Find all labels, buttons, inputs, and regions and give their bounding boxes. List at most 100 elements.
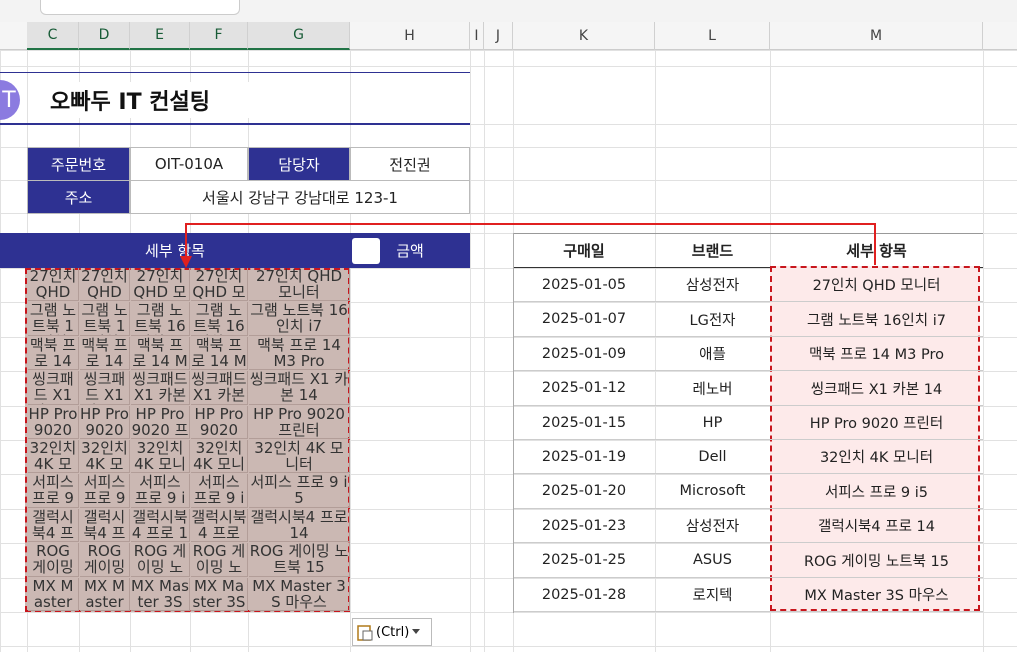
grid-line	[0, 612, 1017, 613]
column-header[interactable]: K	[513, 22, 655, 50]
pasted-cell: 맥북 프로 14 M3 Pro	[249, 337, 350, 370]
grid-line	[0, 371, 1017, 372]
ai-icon[interactable]	[352, 238, 380, 264]
grid-line	[0, 474, 1017, 475]
column-header[interactable]: H	[350, 22, 470, 50]
table-cell: 맥북 프로 14 M3 Pro	[770, 337, 983, 371]
label-cell: 주문번호	[27, 147, 130, 181]
label-cell: 담당자	[248, 147, 350, 181]
table-cell: 2025-01-25	[513, 543, 655, 578]
pasted-cell: 32인치 4K 모니터	[28, 440, 79, 473]
table-cell: 27인치 QHD 모니터	[770, 268, 983, 302]
grid-line	[0, 147, 1017, 148]
table-header: 구매일	[513, 233, 655, 268]
grid-line	[0, 50, 1, 652]
pasted-cell: 씽크패드 X1 카본 14	[249, 371, 350, 405]
table-cell: 32인치 4K 모니터	[770, 440, 983, 474]
column-header[interactable]: F	[190, 22, 248, 50]
pasted-cell: ROG 게이밍 노트북 15	[80, 543, 130, 577]
pasted-cell: 그램 노트북 16인치 i7	[249, 302, 350, 336]
pasted-cell: ROG 게이밍 노트북 15	[131, 543, 190, 577]
grid-line	[0, 66, 1017, 67]
pasted-cell: 서피스 프로 9 i5	[28, 474, 79, 508]
pasted-cell: 27인치 QHD 모니터	[28, 268, 79, 301]
tab-bar	[0, 0, 1017, 22]
table-cell: 2025-01-28	[513, 578, 655, 612]
table-cell: 2025-01-12	[513, 371, 655, 406]
grid-line	[0, 180, 1017, 181]
grid-line	[0, 124, 1017, 125]
title: 오빠두 IT 컨설팅	[50, 82, 350, 118]
table-cell: MX Master 3S 마우스	[770, 578, 983, 612]
value-cell: 전진권	[350, 147, 470, 181]
grid-line	[0, 646, 1017, 647]
sheet-tab[interactable]	[40, 0, 240, 15]
value-cell: OIT-010A	[130, 147, 248, 181]
pasted-cell: 서피스 프로 9 i5	[131, 474, 190, 508]
column-header[interactable]: C	[27, 22, 79, 50]
pasted-cell: 27인치 QHD 모니터	[131, 268, 190, 301]
grid-line	[0, 543, 1017, 544]
table-cell: HP Pro 9020 프린터	[770, 406, 983, 440]
column-header[interactable]: D	[79, 22, 130, 50]
table-cell: 삼성전자	[655, 268, 770, 302]
table-cell: 2025-01-23	[513, 509, 655, 543]
column-header[interactable]: G	[248, 22, 350, 50]
paste-label: (Ctrl)	[376, 624, 410, 640]
pasted-cell: 32인치 4K 모니터	[191, 440, 248, 473]
pasted-cell: 서피스 프로 9 i5	[249, 474, 350, 508]
pasted-cell: 32인치 4K 모니터	[131, 440, 190, 473]
table-border	[513, 233, 514, 613]
pasted-cell: 맥북 프로 14 M3 Pro	[131, 337, 190, 370]
column-header[interactable]: E	[130, 22, 190, 50]
logo: T	[0, 80, 20, 120]
table-cell: 2025-01-05	[513, 268, 655, 302]
detail-area	[770, 266, 980, 611]
grid-line	[484, 50, 485, 652]
column-header[interactable]: L	[655, 22, 770, 50]
grid-line	[0, 268, 1017, 269]
pasted-cell: 씽크패드 X1 카본 14	[80, 371, 130, 405]
table-cell: 그램 노트북 16인치 i7	[770, 302, 983, 337]
pasted-cell: ROG 게이밍 노트북 15	[249, 543, 350, 577]
table-cell: 2025-01-20	[513, 474, 655, 509]
table-cell: 레노버	[655, 371, 770, 406]
pasted-cell: HP Pro 9020 프린터	[28, 406, 79, 439]
column-header[interactable]: J	[484, 22, 513, 50]
table-cell: 로지텍	[655, 578, 770, 612]
clipboard-icon	[357, 625, 373, 641]
table-cell: LG전자	[655, 302, 770, 337]
pasted-cell: 서피스 프로 9 i5	[80, 474, 130, 508]
title-rule	[0, 123, 470, 125]
pasted-cell: 맥북 프로 14 M3 Pro	[191, 337, 248, 370]
grid-line	[0, 440, 1017, 441]
paste-options[interactable]: (Ctrl)	[352, 618, 432, 646]
pasted-cell: 그램 노트북 16인치 i7	[191, 302, 248, 336]
grid-line	[350, 50, 351, 652]
table-cell: ROG 게이밍 노트북 15	[770, 543, 983, 578]
pasted-cell: 갤럭시북4 프로 14	[28, 509, 79, 542]
grid-line	[0, 337, 1017, 338]
pasted-cell: 27인치 QHD 모니터	[80, 268, 130, 301]
column-header[interactable]: M	[770, 22, 983, 50]
table-cell: 2025-01-15	[513, 406, 655, 440]
table-header: 세부 항목	[770, 233, 983, 268]
column-header[interactable]: I	[470, 22, 484, 50]
grid-line	[0, 406, 1017, 407]
grid-line	[0, 213, 1017, 214]
pasted-cell: HP Pro 9020 프린터	[191, 406, 248, 439]
grid-line	[0, 509, 1017, 510]
grid-line	[983, 50, 984, 652]
pasted-cell: 씽크패드 X1 카본 14	[191, 371, 248, 405]
pasted-cell: MX Master 3S 마우스	[131, 578, 190, 611]
pasted-cell: 그램 노트북 16인치 i7	[28, 302, 79, 336]
pasted-cell: HP Pro 9020 프린터	[131, 406, 190, 439]
grid-line	[0, 578, 1017, 579]
pasted-cell: 32인치 4K 모니터	[80, 440, 130, 473]
paste-area	[25, 268, 350, 612]
table-cell: Dell	[655, 440, 770, 474]
pasted-cell: 씽크패드 X1 카본 14	[131, 371, 190, 405]
detail-header: 세부 항목	[145, 242, 205, 260]
table-cell: 2025-01-09	[513, 337, 655, 371]
dropdown-caret	[412, 629, 421, 634]
